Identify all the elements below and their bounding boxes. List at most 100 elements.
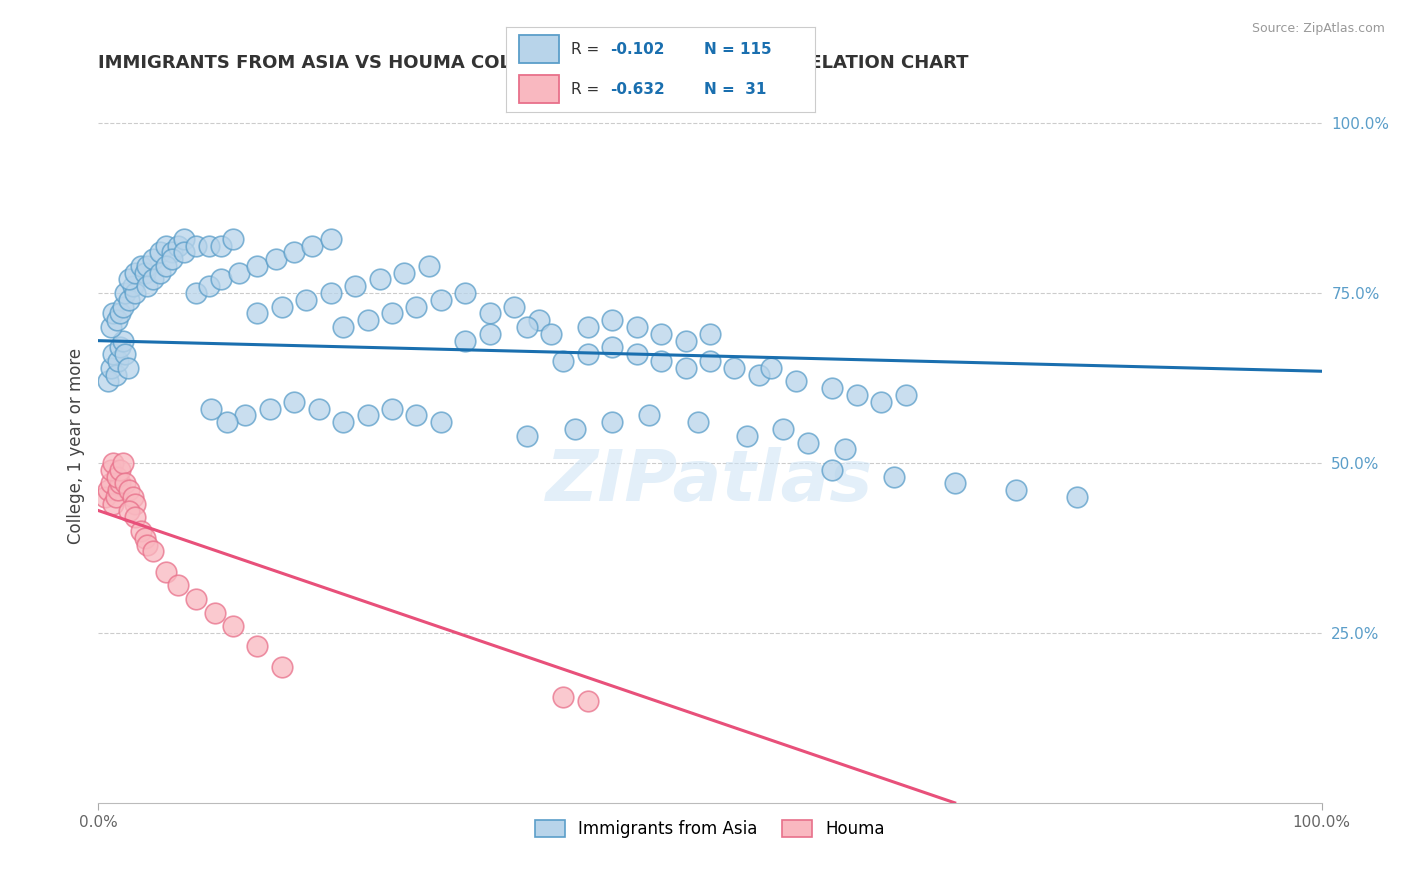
Point xyxy=(160,245,183,260)
Point xyxy=(381,306,404,320)
Point xyxy=(650,326,672,341)
Point xyxy=(149,266,172,280)
Point xyxy=(283,245,305,260)
Point xyxy=(870,394,893,409)
Point xyxy=(883,469,905,483)
Point xyxy=(344,279,367,293)
Point xyxy=(167,578,190,592)
Point xyxy=(600,415,623,429)
Point xyxy=(308,401,330,416)
Point xyxy=(167,238,190,252)
Point xyxy=(134,266,156,280)
Point xyxy=(101,497,124,511)
Point xyxy=(111,300,134,314)
Point xyxy=(430,293,453,307)
Point xyxy=(197,279,219,293)
Point xyxy=(118,293,141,307)
Legend: Immigrants from Asia, Houma: Immigrants from Asia, Houma xyxy=(529,813,891,845)
Point xyxy=(418,259,440,273)
Point xyxy=(600,313,623,327)
Point xyxy=(114,476,136,491)
Point xyxy=(283,394,305,409)
Point xyxy=(626,320,648,334)
Point xyxy=(134,531,156,545)
Point xyxy=(129,524,152,538)
Point xyxy=(149,245,172,260)
Point xyxy=(478,306,501,320)
Text: -0.632: -0.632 xyxy=(610,81,665,96)
Point xyxy=(124,266,146,280)
Point xyxy=(209,272,232,286)
Point xyxy=(699,354,721,368)
Point xyxy=(209,238,232,252)
Point xyxy=(503,300,526,314)
Point xyxy=(454,286,477,301)
Point xyxy=(136,279,159,293)
Point xyxy=(381,401,404,416)
Point xyxy=(160,252,183,266)
Point xyxy=(821,463,844,477)
Point xyxy=(100,476,122,491)
Point xyxy=(576,347,599,361)
Point xyxy=(186,238,208,252)
Point xyxy=(107,483,129,498)
Point xyxy=(136,537,159,551)
Point xyxy=(97,483,120,498)
Point xyxy=(136,259,159,273)
Point xyxy=(155,238,177,252)
Text: -0.102: -0.102 xyxy=(610,42,664,57)
Point xyxy=(105,469,128,483)
Point xyxy=(478,326,501,341)
Text: R =: R = xyxy=(571,42,605,57)
Point xyxy=(215,415,238,429)
Point xyxy=(515,320,537,334)
FancyBboxPatch shape xyxy=(519,36,558,63)
Point xyxy=(686,415,709,429)
Point xyxy=(821,381,844,395)
Point xyxy=(332,320,354,334)
Point xyxy=(332,415,354,429)
Point xyxy=(129,259,152,273)
Text: N = 115: N = 115 xyxy=(704,42,772,57)
Point xyxy=(650,354,672,368)
Point xyxy=(142,252,165,266)
Point xyxy=(600,341,623,355)
Text: N =  31: N = 31 xyxy=(704,81,766,96)
Point xyxy=(675,360,697,375)
FancyBboxPatch shape xyxy=(519,75,558,103)
Point xyxy=(246,259,269,273)
Point xyxy=(105,313,128,327)
Point xyxy=(699,326,721,341)
Point xyxy=(117,360,139,375)
Point xyxy=(124,286,146,301)
Point xyxy=(118,503,141,517)
Point xyxy=(761,360,783,375)
Point xyxy=(100,463,122,477)
Point xyxy=(270,660,294,674)
Point xyxy=(527,313,550,327)
Point xyxy=(246,640,269,654)
Point xyxy=(735,429,758,443)
Point xyxy=(723,360,745,375)
Point xyxy=(110,306,132,320)
Point xyxy=(104,368,127,382)
Point xyxy=(97,375,120,389)
Point xyxy=(894,388,917,402)
Point xyxy=(553,690,575,705)
Point xyxy=(785,375,807,389)
Point xyxy=(356,313,378,327)
Point xyxy=(222,619,245,633)
Point xyxy=(204,606,226,620)
Point xyxy=(200,401,222,416)
Point xyxy=(118,272,141,286)
Y-axis label: College, 1 year or more: College, 1 year or more xyxy=(66,348,84,544)
Point xyxy=(110,341,132,355)
Point xyxy=(405,409,427,423)
Point xyxy=(173,232,195,246)
Point xyxy=(576,694,599,708)
Point xyxy=(110,476,132,491)
Text: R =: R = xyxy=(571,81,605,96)
Point xyxy=(111,334,134,348)
Point xyxy=(124,497,146,511)
Point xyxy=(155,259,177,273)
